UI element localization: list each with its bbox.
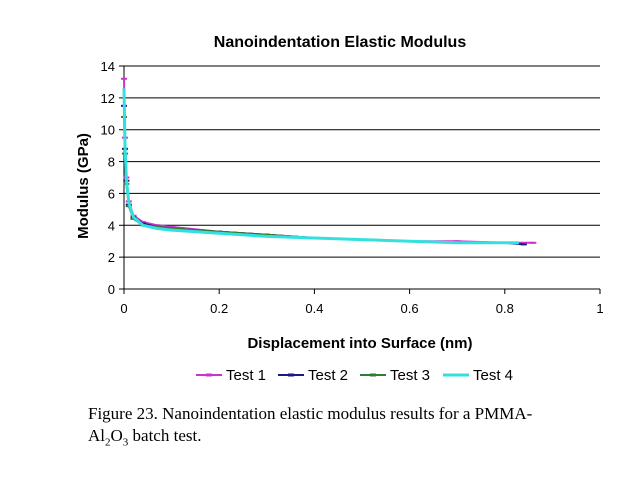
figure-caption: Figure 23. Nanoindentation elastic modul… [88,403,608,453]
x-tick-label: 0.4 [305,301,323,316]
caption-o: O [110,426,123,445]
y-tick-label: 12 [101,91,115,106]
y-tick-label: 14 [101,59,115,74]
y-tick-label: 4 [108,218,115,233]
series-lines [121,77,537,246]
legend-label-test-3: Test 3 [390,367,430,384]
caption-line-2: Al2O3 batch test. [88,426,202,449]
y-tick-label: 2 [108,250,115,265]
x-tick-labels: 0 0.2 0.4 0.6 0.8 1 [120,289,604,316]
legend-label-test-2: Test 2 [308,367,348,384]
chart: Nanoindentation Elastic Modulus 02468101… [75,34,604,384]
legend-label-test-1: Test 1 [226,367,266,384]
series-line-test-4 [122,88,520,245]
plot-area [124,66,600,289]
y-tick-label: 0 [108,282,115,297]
x-tick-label: 0.8 [496,301,514,316]
y-tick-label: 6 [108,186,115,201]
chart-title: Nanoindentation Elastic Modulus [214,34,467,51]
y-axis-label: Modulus (GPa) [75,133,92,239]
caption-line-1: Figure 23. Nanoindentation elastic modul… [88,404,533,423]
caption-al: Al [88,426,105,445]
plot-background [124,66,600,289]
x-tick-label: 0 [120,301,127,316]
caption-sub-2: 2 [105,436,111,449]
y-tick-label: 10 [101,123,115,138]
x-tick-label: 1 [596,301,603,316]
caption-rest: batch test. [128,426,202,445]
legend-label-test-4: Test 4 [473,367,513,384]
y-tick-labels: 0 2 4 6 8 10 12 14 [101,59,124,297]
x-axis-label: Displacement into Surface (nm) [247,335,472,352]
caption-sub-3: 3 [122,436,129,449]
x-tick-label: 0.2 [210,301,228,316]
gridlines [124,65,600,258]
legend: Test 1 Test 2 Test 3 Test 4 [196,367,513,384]
y-tick-label: 8 [108,155,115,170]
x-tick-label: 0.6 [401,301,419,316]
